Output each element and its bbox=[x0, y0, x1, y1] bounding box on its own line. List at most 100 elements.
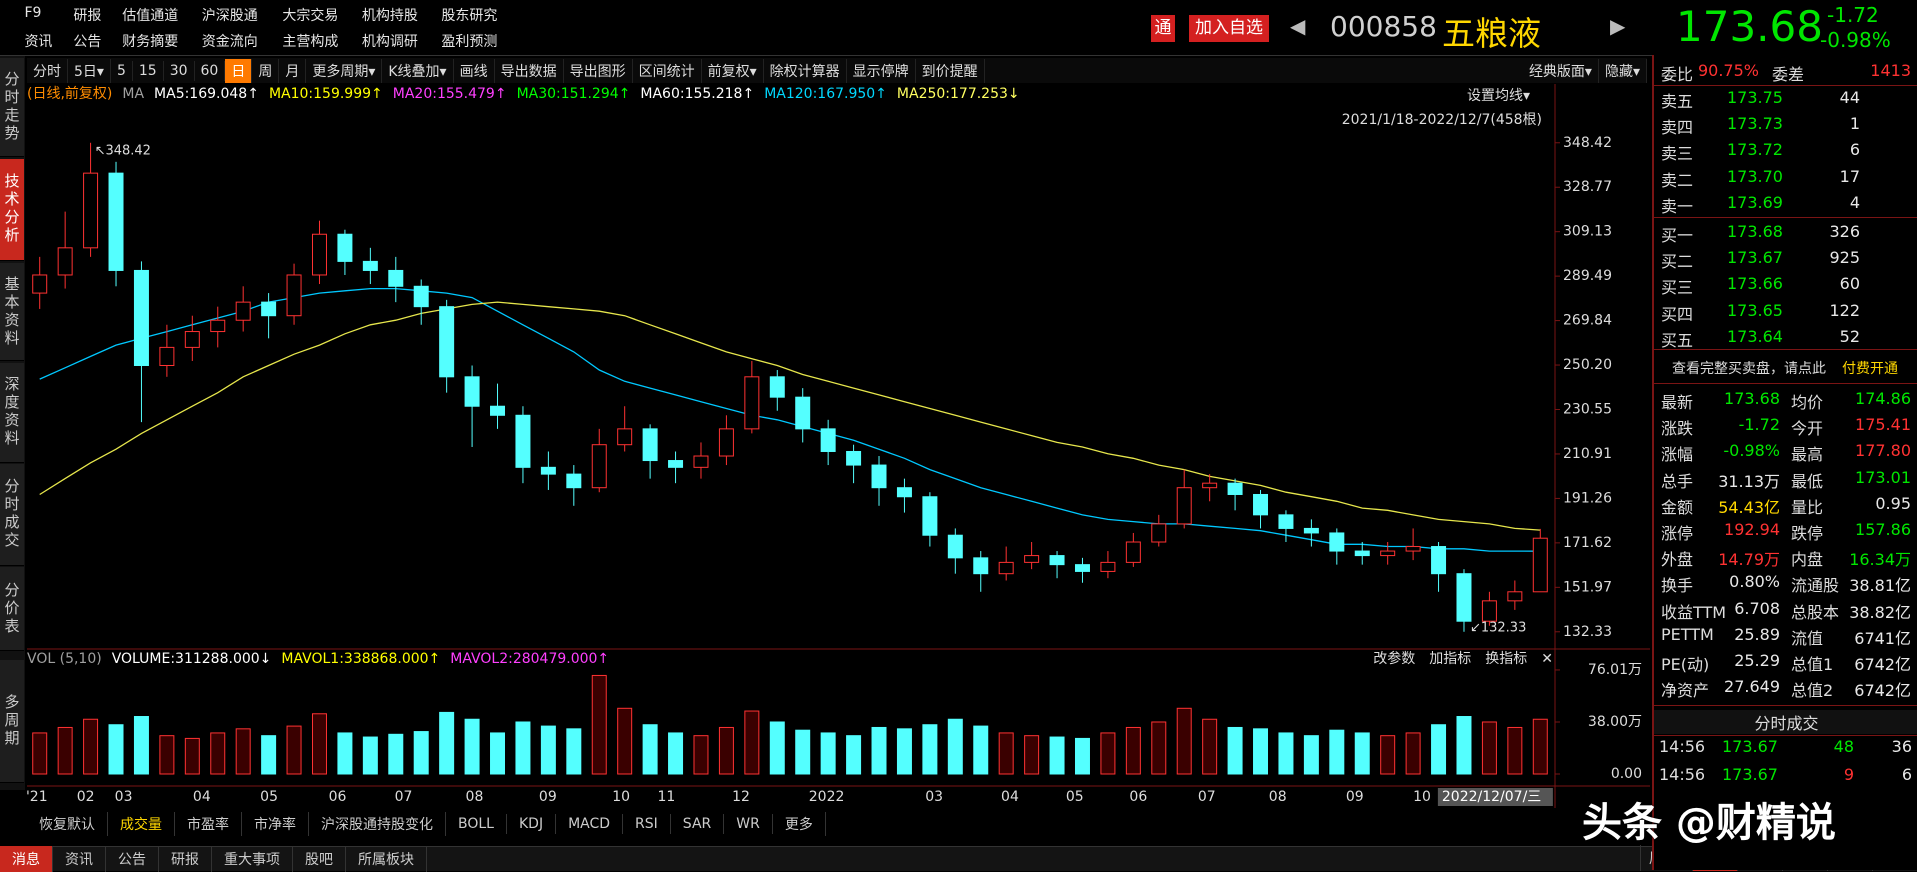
toolbar-button[interactable]: 30 bbox=[164, 60, 195, 81]
toolbar-button[interactable]: 除权计算器 bbox=[764, 58, 847, 83]
bottom-tab[interactable]: 公告 bbox=[106, 846, 159, 872]
menu-item[interactable]: 沪深股通 bbox=[201, 8, 258, 24]
indicator-tab[interactable]: 市净率 bbox=[242, 812, 309, 836]
volume-bar bbox=[1100, 732, 1116, 775]
toolbar-button[interactable]: 周 bbox=[252, 58, 280, 83]
indicator-button[interactable]: 加指标 bbox=[1429, 651, 1471, 667]
indicator-tab[interactable]: 沪深股通持股变化 bbox=[309, 812, 446, 836]
toolbar-button[interactable]: 画线 bbox=[454, 58, 495, 83]
stat-label: 最高 bbox=[1791, 445, 1824, 465]
candle-body bbox=[617, 428, 633, 446]
x-label: 09 bbox=[1346, 789, 1364, 805]
bottom-tab[interactable]: 股吧 bbox=[293, 846, 346, 872]
trade-volume: 48 bbox=[1833, 737, 1854, 756]
indicator-tab[interactable]: 更多 bbox=[773, 812, 826, 836]
indicator-tab[interactable]: RSI bbox=[623, 814, 671, 834]
indicator-tab[interactable]: 市盈率 bbox=[175, 812, 242, 836]
bottom-tab[interactable]: 资讯 bbox=[53, 846, 106, 872]
toolbar-button[interactable]: 显示停牌 bbox=[847, 58, 916, 83]
trade-time: 14:56 bbox=[1659, 737, 1706, 756]
volume-bar bbox=[1202, 718, 1218, 775]
toolbar-button[interactable]: 导出图形 bbox=[564, 58, 633, 83]
toolbar-button[interactable]: 5日▾ bbox=[68, 58, 111, 83]
candle-body bbox=[744, 376, 760, 430]
toolbar-button[interactable]: 区间统计 bbox=[633, 58, 702, 83]
badge[interactable]: 通 bbox=[1151, 15, 1175, 42]
side-tab[interactable]: 深度资料 bbox=[0, 362, 24, 463]
menu-item[interactable]: 财务摘要 bbox=[122, 34, 179, 50]
toolbar-button[interactable]: 日 bbox=[225, 58, 253, 83]
menu-item[interactable]: 机构调研 bbox=[361, 34, 418, 50]
menu-item[interactable]: 估值通道 bbox=[122, 8, 179, 24]
indicator-button[interactable]: 换指标 bbox=[1485, 650, 1527, 667]
bottom-tab[interactable]: 重大事项 bbox=[212, 846, 293, 872]
bottom-tab[interactable]: 所属板块 bbox=[346, 846, 427, 872]
menu-item[interactable]: 股东研究 bbox=[441, 8, 498, 24]
toolbar-button[interactable]: 更多周期▾ bbox=[306, 58, 383, 83]
trade-count: 6 bbox=[1901, 765, 1912, 784]
candle-body bbox=[1532, 537, 1548, 593]
indicator-tab[interactable]: WR bbox=[724, 814, 773, 834]
toolbar-button[interactable]: 经典版面▾ bbox=[1523, 58, 1599, 83]
menu-item[interactable]: 主营构成 bbox=[282, 34, 339, 50]
book-label: 买二 bbox=[1661, 252, 1694, 272]
toolbar-button[interactable]: 前复权▾ bbox=[702, 58, 764, 83]
side-tab[interactable]: 技术分析 bbox=[0, 158, 24, 262]
volume-bar bbox=[57, 726, 73, 775]
toolbar-button[interactable]: 隐藏▾ bbox=[1599, 58, 1647, 83]
change: -1.72 bbox=[1827, 3, 1879, 27]
menu-item[interactable]: 机构持股 bbox=[361, 8, 418, 24]
toolbar-button[interactable]: 15 bbox=[133, 60, 164, 81]
menu-item[interactable]: 盈利预测 bbox=[441, 34, 498, 50]
y-tick-label: 289.49 bbox=[1563, 268, 1612, 284]
toolbar-button[interactable]: 5 bbox=[111, 60, 133, 81]
side-tab[interactable]: 分时成交 bbox=[0, 464, 24, 566]
indicator-tab[interactable]: 成交量 bbox=[108, 812, 175, 836]
volume-bar bbox=[388, 733, 404, 775]
toolbar-button[interactable]: 导出数据 bbox=[495, 58, 564, 83]
side-tab[interactable]: 分时走势 bbox=[0, 58, 24, 158]
toolbar-button[interactable]: 分时 bbox=[27, 58, 68, 83]
stat-label: 最低 bbox=[1791, 471, 1824, 491]
candle-body bbox=[159, 346, 175, 366]
bottom-tab[interactable]: 消息 bbox=[0, 846, 53, 872]
next-arrow[interactable]: ▶ bbox=[1610, 14, 1626, 38]
x-label: 11 bbox=[658, 789, 676, 805]
menu-item[interactable]: 资讯 bbox=[24, 34, 53, 50]
candle-body bbox=[388, 269, 404, 287]
menu-item[interactable]: 公告 bbox=[73, 34, 102, 50]
cursor-date-bg bbox=[1437, 788, 1553, 806]
prev-arrow[interactable]: ◀ bbox=[1290, 14, 1306, 38]
ma-line bbox=[39, 301, 1541, 531]
menu-item[interactable]: 研报 bbox=[73, 8, 102, 24]
ma-setting[interactable]: 设置均线▾ bbox=[1467, 88, 1530, 104]
indicator-tab[interactable]: 恢复默认 bbox=[27, 812, 108, 836]
menu-item[interactable]: 资金流向 bbox=[201, 34, 258, 50]
menu-item[interactable]: F9 bbox=[24, 5, 42, 21]
side-tab[interactable]: 基本资料 bbox=[0, 262, 24, 362]
label: 委比 bbox=[1661, 65, 1694, 84]
separator bbox=[1654, 735, 1917, 736]
add-watchlist[interactable]: 加入自选 bbox=[1189, 15, 1269, 42]
side-tab[interactable]: 分价表 bbox=[0, 567, 24, 652]
toolbar-button[interactable]: K线叠加▾ bbox=[382, 58, 454, 83]
x-label: 05 bbox=[260, 789, 278, 805]
indicator-tab[interactable]: SAR bbox=[671, 814, 725, 834]
indicator-button[interactable]: ✕ bbox=[1541, 651, 1553, 667]
indicator-button[interactable]: 改参数 bbox=[1373, 650, 1415, 667]
stat-label: PETTM bbox=[1661, 624, 1714, 644]
x-label: 07 bbox=[1198, 789, 1216, 805]
menu-item[interactable]: 大宗交易 bbox=[282, 8, 339, 24]
toolbar-button[interactable]: 月 bbox=[279, 58, 307, 83]
side-tab[interactable]: 多周期 bbox=[0, 659, 24, 784]
stat-label: 换手 bbox=[1661, 576, 1694, 596]
indicator-tab[interactable]: KDJ bbox=[507, 814, 557, 834]
bottom-tab[interactable]: 研报 bbox=[159, 846, 212, 872]
indicator-tab[interactable]: MACD bbox=[556, 814, 624, 834]
x-label: 08 bbox=[466, 789, 484, 805]
toolbar-button[interactable]: 60 bbox=[195, 60, 226, 81]
volume-bar bbox=[998, 732, 1014, 775]
promo-link[interactable]: 付费开通 bbox=[1842, 361, 1898, 377]
indicator-tab[interactable]: BOLL bbox=[446, 814, 507, 834]
toolbar-button[interactable]: 到价提醒 bbox=[916, 58, 985, 83]
